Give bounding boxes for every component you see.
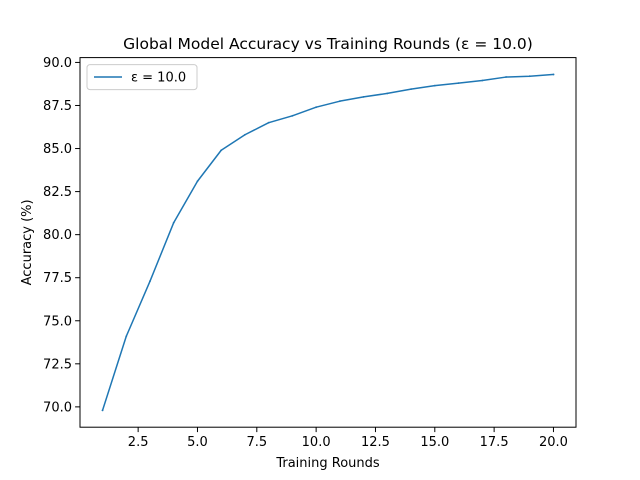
- data-point: [386, 92, 389, 95]
- data-point: [315, 106, 318, 109]
- y-tick-label: 85.0: [43, 142, 72, 157]
- data-point: [481, 79, 484, 82]
- data-point: [505, 76, 507, 78]
- data-point: [433, 84, 436, 87]
- data-point: [172, 221, 175, 224]
- data-point: [196, 180, 199, 183]
- series-layer: [101, 73, 555, 412]
- data-point: [552, 73, 555, 76]
- data-point: [457, 82, 460, 84]
- x-tick-label: 7.5: [246, 435, 267, 450]
- y-tick-label: 87.5: [43, 99, 72, 114]
- x-tick-label: 10.0: [302, 435, 331, 450]
- x-tick-label: 2.5: [128, 435, 149, 450]
- data-point: [220, 149, 223, 152]
- plot-area-frame: [79, 57, 577, 428]
- data-point: [338, 100, 341, 103]
- x-axis-ticks: 2.5 5.0 7.5 10.0 12.5 15.0 17.5 20.0: [128, 427, 568, 450]
- y-tick-label: 72.5: [43, 357, 72, 372]
- x-axis-label: Training Rounds: [275, 456, 380, 471]
- legend-label: ε = 10.0: [131, 71, 186, 86]
- data-point: [410, 88, 412, 91]
- y-tick-label: 70.0: [43, 400, 72, 415]
- y-tick-label: 90.0: [43, 56, 72, 71]
- y-tick-label: 75.0: [43, 314, 72, 329]
- data-point: [244, 133, 246, 136]
- data-point: [101, 409, 104, 412]
- x-tick-label: 17.5: [480, 435, 509, 450]
- data-point: [267, 121, 270, 124]
- y-tick-label: 77.5: [43, 271, 72, 286]
- x-tick-label: 20.0: [539, 435, 568, 450]
- x-tick-label: 5.0: [187, 435, 208, 450]
- data-point: [149, 280, 151, 283]
- y-axis-ticks: 70.0 72.5 75.0 77.5 80.0 82.5 85.0 87.5 90.0: [43, 56, 80, 415]
- data-point: [528, 75, 531, 78]
- y-tick-label: 80.0: [43, 228, 72, 243]
- legend: ε = 10.0: [86, 64, 198, 91]
- data-point: [125, 335, 128, 338]
- y-axis-label: Accuracy (%): [20, 199, 35, 285]
- data-point: [362, 95, 365, 98]
- data-point: [291, 114, 294, 117]
- chart-title: Global Model Accuracy vs Training Rounds…: [123, 35, 533, 53]
- series-line: [101, 73, 555, 412]
- legend-box: [86, 64, 198, 91]
- x-tick-label: 15.0: [420, 435, 449, 450]
- y-tick-label: 82.5: [43, 185, 72, 200]
- x-tick-label: 12.5: [361, 435, 390, 450]
